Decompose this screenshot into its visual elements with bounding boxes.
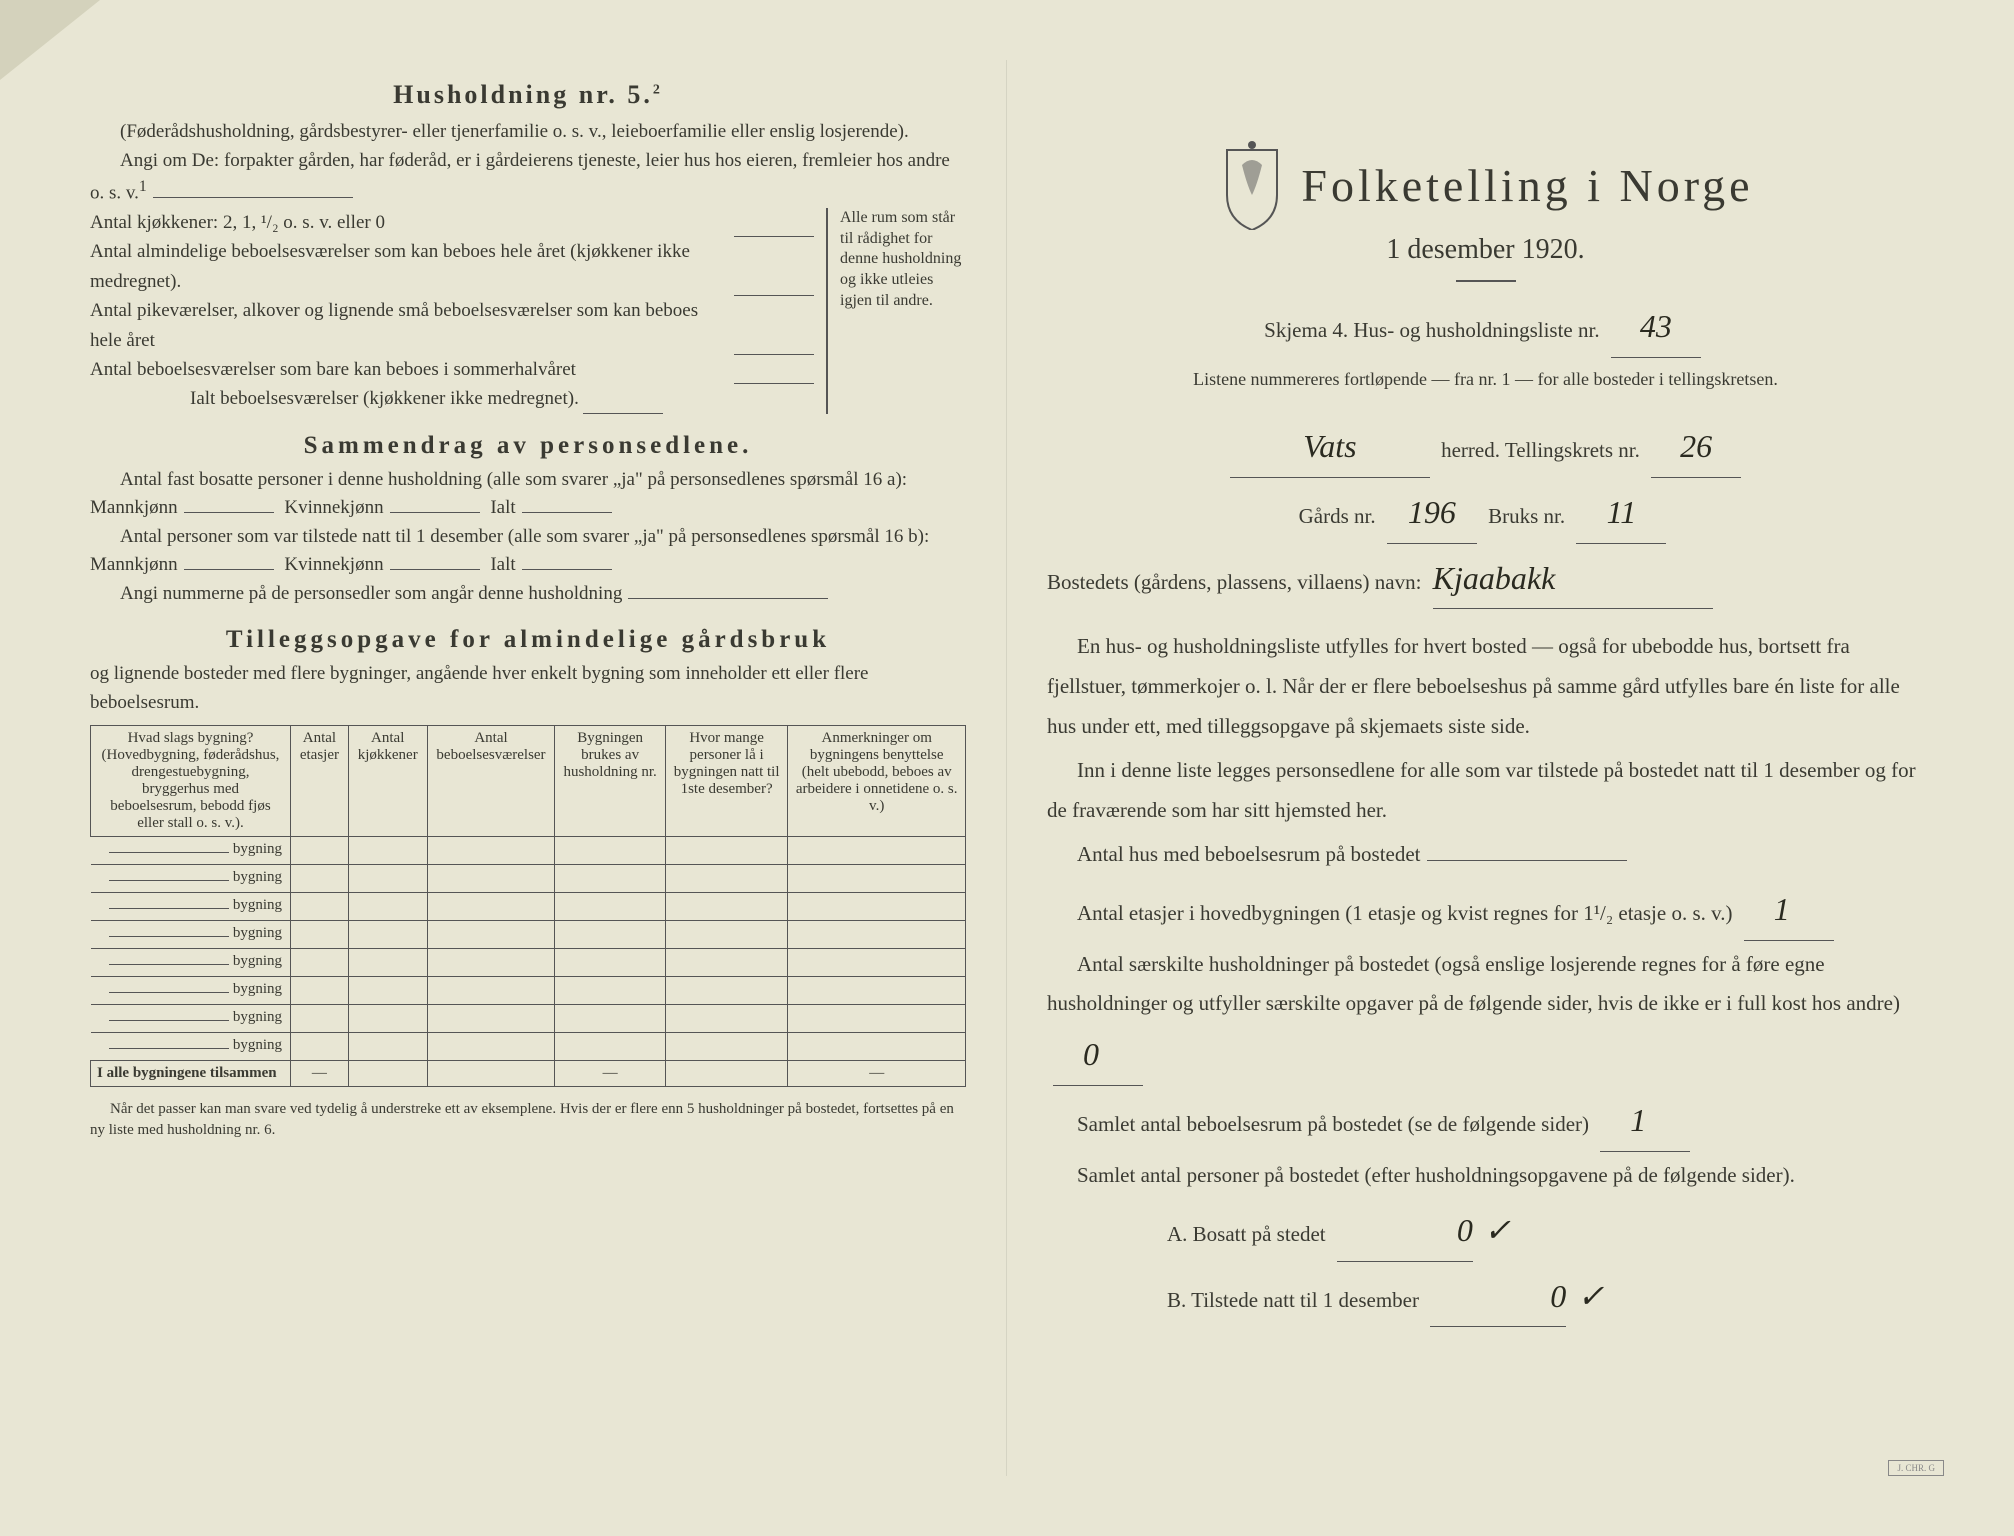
qB: B. Tilstede natt til 1 desember 0 ✓ <box>1047 1266 1924 1328</box>
qA-val: 0 <box>1337 1200 1473 1262</box>
rooms-1: Antal almindelige beboelsesværelser som … <box>90 237 730 296</box>
summary-1: Antal fast bosatte personer i denne hush… <box>90 466 966 523</box>
table-header: Anmerkninger om bygningens benyttelse (h… <box>788 726 966 837</box>
skjema-line: Skjema 4. Hus- og husholdningsliste nr. … <box>1047 296 1924 358</box>
qB-val: 0 <box>1430 1266 1566 1328</box>
intro-1: (Føderådshusholdning, gårdsbestyrer- ell… <box>90 118 966 147</box>
table-header: Antal etasjer <box>291 726 349 837</box>
row-label: bygning <box>91 949 291 977</box>
intro-blank <box>153 197 353 198</box>
table-total-row: I alle bygningene tilsammen ——— <box>91 1061 966 1087</box>
q3: Antal særskilte husholdninger på bostede… <box>1047 945 1924 1087</box>
gards-nr: 196 <box>1387 482 1477 544</box>
main-title: Folketelling i Norge <box>1301 159 1753 212</box>
q4: Samlet antal beboelsesrum på bostedet (s… <box>1047 1090 1924 1152</box>
title-rule <box>1456 280 1516 282</box>
row-label: bygning <box>91 921 291 949</box>
q5: Samlet antal personer på bostedet (efter… <box>1047 1156 1924 1196</box>
tillegg-title: Tilleggsopgave for almindelige gårdsbruk <box>90 626 966 654</box>
bosted-value: Kjaabakk <box>1433 548 1713 610</box>
table-row: bygning <box>91 1033 966 1061</box>
summary-3: Angi nummerne på de personsedler som ang… <box>90 580 966 609</box>
row-label: bygning <box>91 1005 291 1033</box>
heading-text: Husholdning nr. 5. <box>393 80 653 109</box>
printer-stamp: J. CHR. G <box>1888 1460 1944 1476</box>
rooms-block: Antal kjøkkener: 2, 1, ¹/₂ o. s. v. elle… <box>90 208 966 414</box>
row-label: bygning <box>91 893 291 921</box>
gards-line: Gårds nr. 196 Bruks nr. 11 <box>1047 482 1924 544</box>
summary-title: Sammendrag av personsedlene. <box>90 432 966 460</box>
table-row: bygning <box>91 893 966 921</box>
table-header: Hvor mange personer lå i bygningen natt … <box>665 726 788 837</box>
check-b: ✓ <box>1578 1278 1605 1314</box>
row-label: bygning <box>91 865 291 893</box>
q3-val: 0 <box>1053 1024 1143 1086</box>
row-label: bygning <box>91 977 291 1005</box>
brace-note: Alle rum som står til rådighet for denne… <box>826 208 966 414</box>
q2-val: 1 <box>1744 879 1834 941</box>
para-1: En hus- og husholdningsliste utfylles fo… <box>1047 627 1924 747</box>
left-page: Husholdning nr. 5.2 (Føderådshusholdning… <box>50 60 1007 1476</box>
qA: A. Bosatt på stedet 0 ✓ <box>1047 1200 1924 1262</box>
bruks-nr: 11 <box>1576 482 1666 544</box>
total-label: I alle bygningene tilsammen <box>91 1061 291 1087</box>
tillegg-sub: og lignende bosteder med flere bygninger… <box>90 660 966 717</box>
row-label: bygning <box>91 1033 291 1061</box>
right-page: Folketelling i Norge 1 desember 1920. Sk… <box>1007 60 1964 1476</box>
bosted-line: Bostedets (gårdens, plassens, villaens) … <box>1047 548 1924 610</box>
q1: Antal hus med beboelsesrum på bostedet <box>1047 835 1924 875</box>
summary-2: Antal personer som var tilstede natt til… <box>90 523 966 580</box>
table-header: Antal beboelsesværelser <box>427 726 555 837</box>
heading-sup: 2 <box>653 82 663 97</box>
table-row: bygning <box>91 1005 966 1033</box>
table-row: bygning <box>91 865 966 893</box>
crest-icon <box>1217 140 1287 230</box>
para-2: Inn i denne liste legges personsedlene f… <box>1047 751 1924 831</box>
herred-line: Vats herred. Tellingskrets nr. 26 <box>1047 416 1924 478</box>
table-row: bygning <box>91 921 966 949</box>
check-a: ✓ <box>1484 1212 1511 1248</box>
herred-value: Vats <box>1230 416 1430 478</box>
table-header: Hvad slags bygning? (Hovedbygning, føder… <box>91 726 291 837</box>
table-header: Antal kjøkkener <box>348 726 427 837</box>
table-row: bygning <box>91 949 966 977</box>
row-label: bygning <box>91 837 291 865</box>
household-heading: Husholdning nr. 5.2 <box>90 80 966 110</box>
table-header: Bygningen brukes av husholdning nr. <box>555 726 665 837</box>
footnote: Når det passer kan man svare ved tydelig… <box>90 1099 966 1140</box>
krets-nr: 26 <box>1651 416 1741 478</box>
intro-2: Angi om De: forpakter gården, har føderå… <box>90 147 966 208</box>
skjema-nr: 43 <box>1611 296 1701 358</box>
rooms-2: Antal pikeværelser, alkover og lignende … <box>90 296 730 355</box>
rooms-total: Ialt beboelsesværelser (kjøkkener ikke m… <box>90 384 579 413</box>
rooms-3: Antal beboelsesværelser som bare kan beb… <box>90 355 576 384</box>
table-row: bygning <box>91 837 966 865</box>
listene-note: Listene nummereres fortløpende — fra nr.… <box>1047 362 1924 396</box>
kitchens-label: Antal kjøkkener: 2, 1, ¹/₂ o. s. v. elle… <box>90 208 385 237</box>
q2: Antal etasjer i hovedbygningen (1 etasje… <box>1047 879 1924 941</box>
kitchens-blank <box>734 208 814 237</box>
building-table: Hvad slags bygning? (Hovedbygning, føder… <box>90 725 966 1087</box>
title-date: 1 desember 1920. <box>1047 234 1924 266</box>
q4-val: 1 <box>1600 1090 1690 1152</box>
table-row: bygning <box>91 977 966 1005</box>
